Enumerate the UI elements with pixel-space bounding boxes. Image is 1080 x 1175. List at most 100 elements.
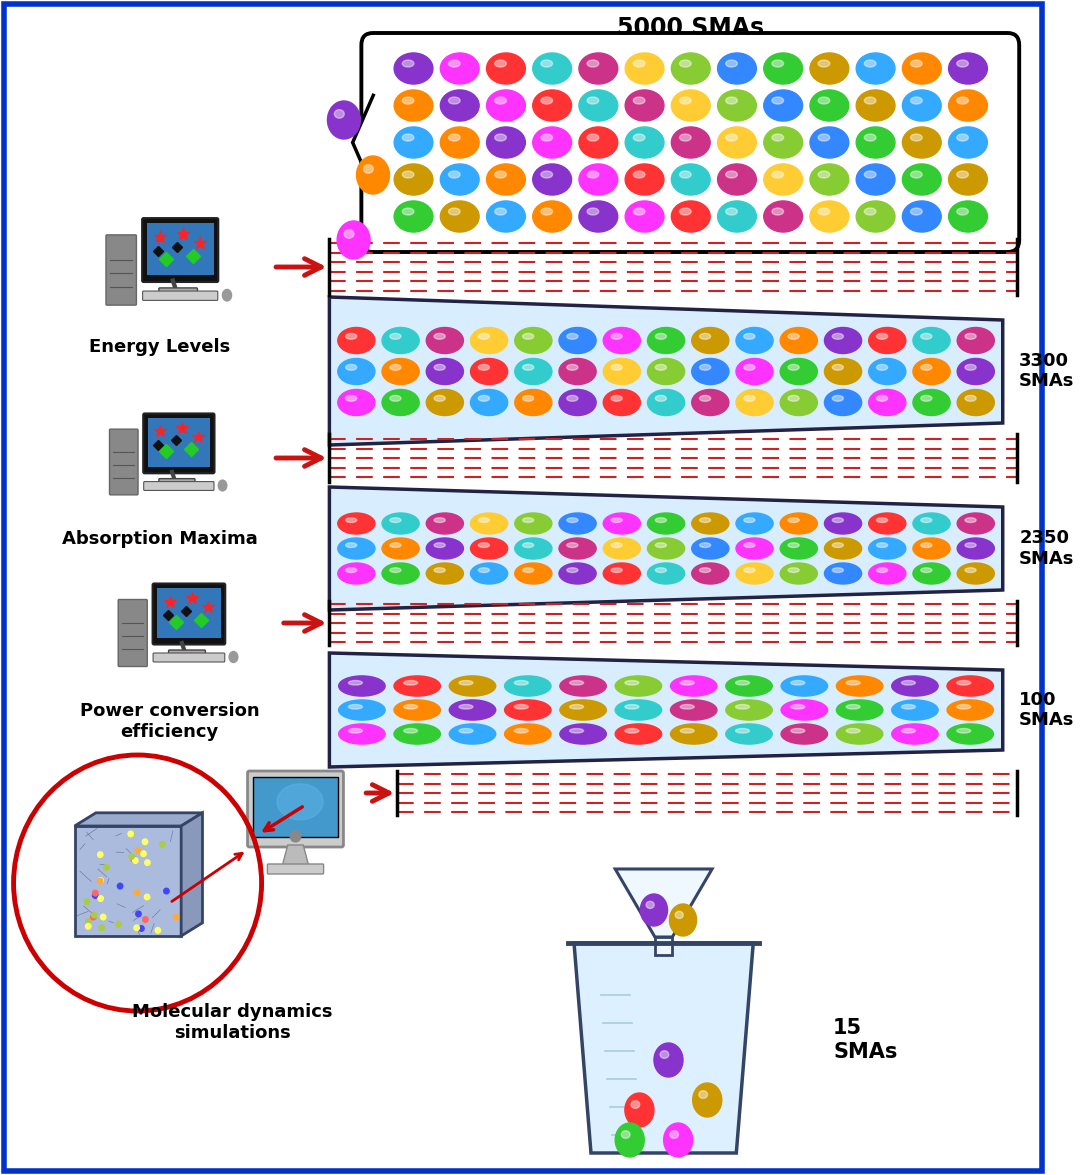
Ellipse shape <box>833 364 843 370</box>
Ellipse shape <box>434 568 445 572</box>
FancyBboxPatch shape <box>106 235 136 306</box>
Ellipse shape <box>338 513 375 533</box>
Circle shape <box>135 889 140 895</box>
FancyBboxPatch shape <box>654 936 673 955</box>
Ellipse shape <box>471 389 508 416</box>
Ellipse shape <box>625 165 664 195</box>
Ellipse shape <box>434 364 445 370</box>
Ellipse shape <box>672 201 711 231</box>
Ellipse shape <box>648 389 685 416</box>
Ellipse shape <box>390 518 401 523</box>
Circle shape <box>291 831 301 841</box>
Ellipse shape <box>611 543 622 548</box>
Ellipse shape <box>625 90 664 121</box>
Ellipse shape <box>846 705 860 709</box>
Ellipse shape <box>948 90 987 121</box>
Circle shape <box>100 914 106 920</box>
Ellipse shape <box>864 172 876 179</box>
Ellipse shape <box>648 328 685 354</box>
Ellipse shape <box>910 98 922 105</box>
Ellipse shape <box>346 543 356 548</box>
Ellipse shape <box>515 358 552 384</box>
Ellipse shape <box>541 60 553 67</box>
Ellipse shape <box>672 90 711 121</box>
Ellipse shape <box>948 53 987 85</box>
Ellipse shape <box>646 901 654 908</box>
Ellipse shape <box>910 172 922 179</box>
Text: Molecular dynamics
simulations: Molecular dynamics simulations <box>132 1003 333 1042</box>
Ellipse shape <box>966 568 976 572</box>
Ellipse shape <box>504 676 551 696</box>
Ellipse shape <box>471 538 508 559</box>
Ellipse shape <box>810 90 849 121</box>
Ellipse shape <box>910 208 922 215</box>
Ellipse shape <box>567 568 578 572</box>
Ellipse shape <box>868 328 906 354</box>
Ellipse shape <box>966 396 976 402</box>
Ellipse shape <box>611 518 622 523</box>
Ellipse shape <box>567 543 578 548</box>
Ellipse shape <box>338 389 375 416</box>
Text: 2350
SMAs: 2350 SMAs <box>1020 529 1075 568</box>
Ellipse shape <box>604 538 640 559</box>
Ellipse shape <box>402 172 414 179</box>
Ellipse shape <box>402 208 414 215</box>
Ellipse shape <box>957 513 995 533</box>
Ellipse shape <box>532 201 571 231</box>
Ellipse shape <box>788 364 799 370</box>
Ellipse shape <box>427 389 463 416</box>
Ellipse shape <box>948 165 987 195</box>
Ellipse shape <box>588 208 598 215</box>
Ellipse shape <box>449 676 496 696</box>
Ellipse shape <box>819 60 829 67</box>
Ellipse shape <box>478 543 489 548</box>
Ellipse shape <box>604 328 640 354</box>
Ellipse shape <box>846 680 860 685</box>
Ellipse shape <box>569 680 583 685</box>
Ellipse shape <box>559 676 606 696</box>
Ellipse shape <box>764 53 802 85</box>
FancyBboxPatch shape <box>168 650 205 658</box>
Ellipse shape <box>471 328 508 354</box>
Ellipse shape <box>957 538 995 559</box>
Ellipse shape <box>680 728 694 733</box>
Ellipse shape <box>846 728 860 733</box>
Ellipse shape <box>616 1123 645 1157</box>
Ellipse shape <box>744 568 755 572</box>
Ellipse shape <box>427 563 463 584</box>
Text: Energy Levels: Energy Levels <box>90 338 230 356</box>
Ellipse shape <box>679 134 691 141</box>
Ellipse shape <box>394 724 441 744</box>
Ellipse shape <box>824 513 862 533</box>
Ellipse shape <box>633 172 645 179</box>
Ellipse shape <box>339 724 386 744</box>
Ellipse shape <box>382 358 419 384</box>
Ellipse shape <box>459 680 473 685</box>
Ellipse shape <box>459 705 473 709</box>
Ellipse shape <box>856 90 895 121</box>
Ellipse shape <box>868 358 906 384</box>
Ellipse shape <box>487 127 525 159</box>
Ellipse shape <box>735 563 773 584</box>
Ellipse shape <box>856 165 895 195</box>
Ellipse shape <box>957 172 969 179</box>
Ellipse shape <box>717 90 756 121</box>
Ellipse shape <box>567 518 578 523</box>
Polygon shape <box>329 486 1002 610</box>
Ellipse shape <box>523 364 534 370</box>
Ellipse shape <box>679 172 691 179</box>
Ellipse shape <box>903 201 941 231</box>
Ellipse shape <box>772 60 784 67</box>
Ellipse shape <box>382 328 419 354</box>
Circle shape <box>138 926 144 932</box>
Ellipse shape <box>515 563 552 584</box>
Ellipse shape <box>957 328 995 354</box>
Ellipse shape <box>957 60 969 67</box>
Ellipse shape <box>902 728 916 733</box>
Ellipse shape <box>764 165 802 195</box>
Ellipse shape <box>579 90 618 121</box>
Ellipse shape <box>402 98 414 105</box>
Ellipse shape <box>957 208 969 215</box>
Ellipse shape <box>824 328 862 354</box>
Ellipse shape <box>833 334 843 340</box>
